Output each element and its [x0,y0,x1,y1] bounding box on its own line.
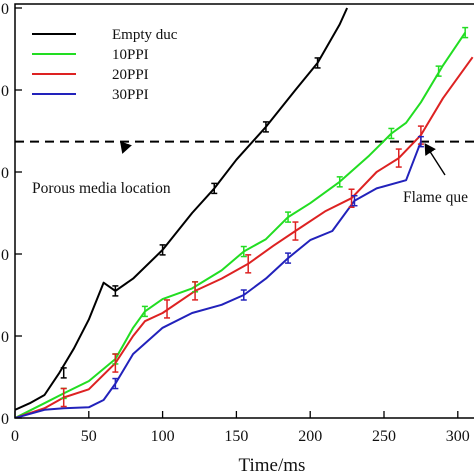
x-axis-label: Time/ms [239,455,306,474]
error-bar [462,26,469,39]
error-bar-layer [60,26,469,408]
error-bar [435,65,442,77]
y-tick-label: 0 [1,165,9,182]
error-bar [240,245,247,258]
y-tick-label: 0 [1,247,9,264]
plot-frame [14,3,474,419]
error-bar [417,135,424,148]
x-axis-ticks: 0 50 100 150 200 250 300 [11,411,470,445]
x-tick-label: 250 [372,428,396,445]
error-bar [388,127,395,140]
legend-label: 20PPI [112,67,149,83]
x-tick-label: 0 [11,428,19,445]
error-bar [112,285,119,297]
legend-label: Empty duc [112,27,178,43]
annotation-arrow [120,141,132,154]
error-bar [336,176,343,188]
error-bar [141,305,148,318]
legend-label: 10PPI [112,47,149,63]
error-bar [348,188,355,208]
error-bar [285,211,292,223]
error-bar [159,244,166,256]
x-tick-label: 100 [151,428,175,445]
annotation-layer: Porous media location Flame que [32,141,468,206]
x-tick-label: 200 [298,428,322,445]
x-tick-label: 150 [224,428,248,445]
error-bar [262,121,269,133]
error-bar [245,254,252,274]
error-bar [240,289,247,301]
error-bar [192,281,199,301]
legend-background [27,22,193,105]
x-tick-label: 50 [81,428,97,445]
error-bar [60,367,67,379]
error-bar [60,387,67,408]
error-bar [314,57,321,69]
y-axis-ticks: 0 0 0 0 0 0 [1,1,22,428]
error-bar [164,299,171,319]
y-tick-label: 0 [1,83,9,100]
series-line-0 [15,7,349,411]
y-tick-label: 0 [1,329,9,346]
series-line-2 [15,56,474,418]
annotation-label: Porous media location [32,180,171,197]
error-bar [211,182,218,195]
legend: Empty duc 10PPI 20PPI 30PPI [27,22,193,105]
y-tick-label: 0 [1,411,9,428]
legend-label: 30PPI [112,87,149,103]
error-bar [351,194,358,207]
error-bar [292,221,299,241]
error-bar [285,252,292,264]
annotation-label: Flame que [403,189,468,206]
x-tick-label: 300 [446,428,470,445]
error-bar [112,377,119,390]
error-bar [112,353,119,373]
error-bar [395,148,402,168]
y-tick-label: 0 [1,1,9,18]
annotation-arrow [424,143,446,176]
